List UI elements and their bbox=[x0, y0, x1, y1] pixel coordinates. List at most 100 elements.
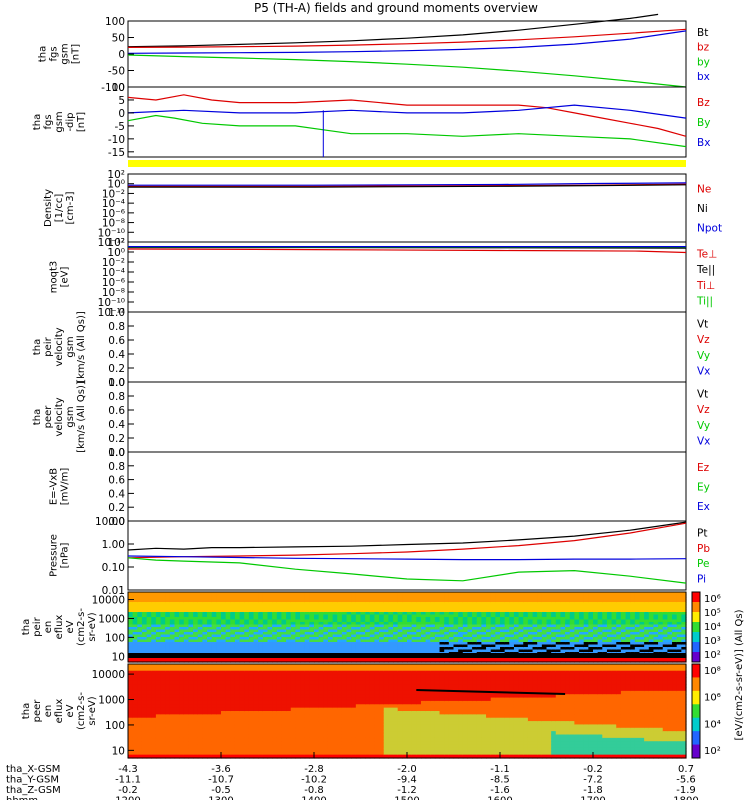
x-tick-label: -4.3 bbox=[118, 764, 138, 775]
legend-te: Te⊥ bbox=[696, 249, 717, 261]
colorbar-segment bbox=[692, 744, 700, 759]
colorbar-tick-label: 10⁵ bbox=[704, 608, 721, 619]
legend-pt: Pt bbox=[697, 528, 707, 540]
y-tick-label: 50 bbox=[112, 33, 125, 45]
x-tick-label: -10.2 bbox=[301, 775, 327, 786]
y-axis-label: velocity bbox=[54, 327, 65, 366]
colorbar-segment bbox=[692, 690, 700, 705]
legend-ne: Ne bbox=[697, 184, 711, 196]
colorbar-tick-label: 10² bbox=[704, 746, 721, 757]
mode-bar bbox=[128, 160, 686, 167]
panel-frame bbox=[127, 591, 687, 663]
y-tick-label: 0.2 bbox=[108, 363, 125, 375]
y-tick-label: 10⁻² bbox=[102, 188, 125, 200]
y-axis-label: tha bbox=[32, 409, 43, 425]
y-tick-label: 10⁻² bbox=[102, 257, 125, 269]
y-tick-label: 10 bbox=[112, 651, 125, 663]
x-tick-label: 1300 bbox=[208, 796, 233, 800]
series-pe-line bbox=[127, 557, 687, 584]
x-tick-label: -3.6 bbox=[211, 764, 231, 775]
legend-pi: Pi bbox=[697, 574, 706, 586]
x-tick-label: 1200 bbox=[115, 796, 140, 800]
y-axis-label: (cm2-s- bbox=[76, 608, 87, 646]
legend-bz: Bz bbox=[697, 97, 710, 109]
y-tick-label: -5 bbox=[115, 121, 125, 133]
panel-6: 1.0 0.8 0.6 0.4 0.2 0.0 tha peer velocity gsm [km/… bbox=[32, 377, 710, 459]
x-row-label: tha_Y-GSM bbox=[6, 775, 59, 786]
y-tick-label: 1.0 bbox=[108, 447, 125, 459]
y-axis-label: E=-VxB bbox=[49, 468, 60, 505]
spectrogram bbox=[128, 592, 687, 663]
y-tick-label: 0.4 bbox=[108, 419, 125, 431]
panel-frame bbox=[127, 381, 687, 453]
x-tick-label: -0.5 bbox=[211, 785, 231, 796]
y-tick-label: 0.2 bbox=[108, 502, 125, 514]
legend-ti: Ti|| bbox=[696, 295, 713, 307]
legend-ni: Ni bbox=[697, 203, 708, 215]
x-tick-label: 1600 bbox=[487, 796, 512, 800]
y-axis-label: fgs bbox=[49, 46, 60, 61]
y-tick-label: 10000 bbox=[92, 669, 125, 681]
series-by-line bbox=[127, 54, 687, 88]
legend-vx: Vx bbox=[697, 435, 710, 447]
x-tick-label: 1800 bbox=[673, 796, 698, 800]
legend-pb: Pb bbox=[697, 543, 710, 555]
y-tick-label: 10 bbox=[112, 82, 125, 94]
panel-frame bbox=[127, 451, 687, 522]
y-axis-label: tha bbox=[21, 703, 32, 719]
figure-title: P5 (TH-A) fields and ground moments over… bbox=[254, 1, 538, 15]
y-axis-label: -dip bbox=[65, 112, 76, 131]
series-ni-line bbox=[128, 184, 687, 188]
x-tick-label: -2.8 bbox=[304, 764, 324, 775]
y-axis-label: moqt3 bbox=[49, 261, 60, 294]
x-row-label: tha_X-GSM bbox=[6, 764, 60, 775]
legend-vx: Vx bbox=[697, 365, 710, 377]
x-tick-label: -1.2 bbox=[397, 785, 417, 796]
y-tick-label: 0.6 bbox=[108, 335, 125, 347]
y-axis-label: tha bbox=[38, 46, 49, 62]
y-tick-label: 1000 bbox=[98, 695, 125, 707]
colorbar-segment bbox=[692, 602, 700, 613]
legend-ey: Ey bbox=[697, 482, 710, 494]
legend-bx: bx bbox=[697, 71, 710, 83]
legend-vy: Vy bbox=[697, 350, 710, 362]
x-tick-label: -10.7 bbox=[208, 775, 234, 786]
y-tick-label: 10⁻⁶ bbox=[102, 277, 125, 289]
y-tick-label: -15 bbox=[108, 147, 125, 159]
series-bt-line bbox=[127, 13, 659, 48]
y-axis-label: gsm bbox=[65, 336, 76, 357]
series-pt-line bbox=[127, 521, 687, 551]
panel-frame bbox=[127, 311, 687, 383]
y-axis-label: peer bbox=[43, 405, 54, 429]
y-axis-label: [nT] bbox=[71, 44, 82, 64]
colorbar-segment bbox=[692, 592, 700, 603]
y-tick-label: 10⁻¹² bbox=[98, 307, 125, 319]
x-tick-label: 1500 bbox=[394, 796, 419, 800]
x-row-label: hhmm bbox=[6, 796, 38, 800]
colorbar-segment bbox=[692, 677, 700, 692]
colorbar-tick-label: 10² bbox=[704, 650, 721, 661]
y-axis-label: [1/cc] bbox=[54, 194, 65, 223]
y-axis-label: Density bbox=[43, 189, 54, 227]
panel-frame bbox=[127, 20, 687, 88]
y-axis-label: tha bbox=[21, 619, 32, 635]
x-tick-label: -9.4 bbox=[397, 775, 417, 786]
x-tick-label: -1.1 bbox=[490, 764, 510, 775]
colorbar-tick-label: 10³ bbox=[704, 636, 721, 647]
y-tick-label: 0.2 bbox=[108, 433, 125, 445]
y-tick-label: 0.0 bbox=[108, 516, 125, 528]
x-tick-label: -0.8 bbox=[304, 785, 324, 796]
y-tick-label: 10⁻¹² bbox=[98, 237, 125, 249]
y-tick-label: 10 bbox=[112, 745, 125, 757]
colorbar-segment bbox=[692, 731, 700, 746]
x-tick-label: -0.2 bbox=[118, 785, 138, 796]
y-axis-label: peer bbox=[32, 699, 43, 723]
colorbar-segment bbox=[692, 642, 700, 653]
y-tick-label: -100 bbox=[101, 82, 125, 94]
y-tick-label: 0.8 bbox=[108, 321, 125, 333]
y-axis-label: [km/s (All Qs)] bbox=[76, 311, 87, 383]
legend-ez: Ez bbox=[697, 462, 710, 474]
